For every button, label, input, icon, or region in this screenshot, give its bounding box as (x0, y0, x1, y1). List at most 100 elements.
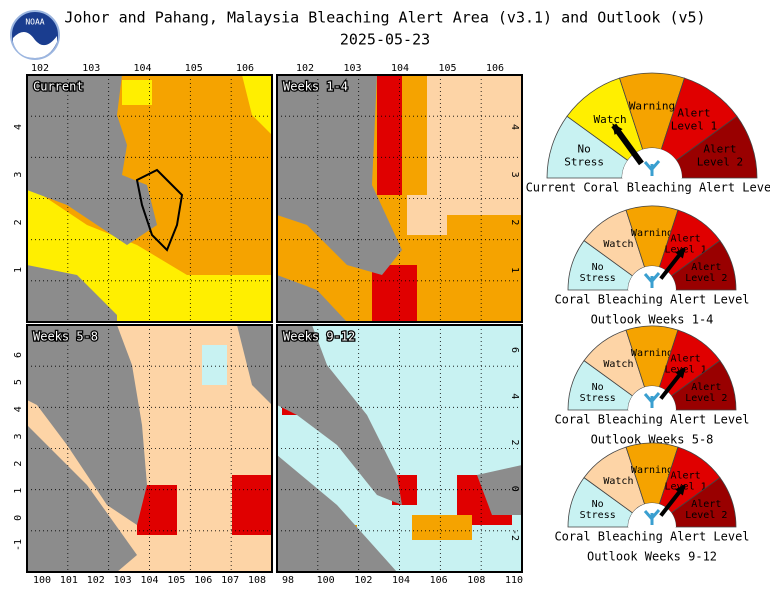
tick-label: -1 (13, 539, 24, 551)
tick-label: 6 (13, 352, 24, 358)
level-label: Stress (580, 393, 616, 404)
level-label: Stress (564, 155, 604, 168)
gauge-caption: Coral Bleaching Alert Level (554, 530, 749, 544)
tick-label: 2 (509, 219, 520, 225)
tick-label: 2 (509, 439, 520, 445)
tick-label: 3 (13, 172, 24, 178)
level-label: Warning (631, 465, 673, 476)
yellow-patch (122, 80, 152, 105)
tick-label: 100 (33, 575, 51, 586)
tick-label: 105 (185, 63, 203, 74)
tick-label: 4 (13, 406, 24, 412)
panel-label: Weeks 1-4 (283, 80, 348, 94)
warning-zone (412, 515, 472, 540)
tick-label: 104 (392, 575, 410, 586)
yellow-zone (242, 75, 272, 135)
level-label: Level 2 (685, 393, 727, 404)
tick-label: 108 (248, 575, 266, 586)
tick-label: 104 (133, 63, 151, 74)
tick-label: 104 (391, 63, 409, 74)
tick-label: 6 (509, 347, 520, 353)
map-content (27, 75, 272, 322)
tick-label: -2 (509, 529, 520, 541)
coral-icon (643, 392, 661, 408)
panel-label: Weeks 5-8 (33, 330, 98, 344)
level-label: Stress (580, 273, 616, 284)
level-label: Level 2 (697, 155, 743, 168)
tick-label: 4 (509, 393, 520, 399)
tick-label: 5 (13, 379, 24, 385)
light-zone (202, 345, 227, 385)
land (277, 455, 397, 572)
red-zone (377, 75, 402, 195)
outline (135, 168, 184, 252)
needle-head (612, 123, 623, 135)
tick-label: 2 (13, 219, 24, 225)
logo-text: NOAA (25, 18, 44, 27)
level-label: Alert (703, 142, 736, 155)
subtitle: 2025-05-23 (340, 31, 430, 49)
tick-label: 110 (505, 575, 523, 586)
level-label: Alert (671, 470, 701, 481)
level-label: Level 1 (671, 120, 717, 133)
tick-label: 106 (194, 575, 212, 586)
coral-icon (643, 272, 661, 288)
tick-label: 3 (509, 172, 520, 178)
map-content (277, 325, 522, 572)
land (27, 265, 117, 322)
level-label: Watch (603, 239, 633, 250)
tick-label: 4 (509, 124, 520, 130)
tick-label: 1 (509, 267, 520, 273)
tick-label: 106 (430, 575, 448, 586)
land (27, 325, 147, 525)
tick-label: 100 (317, 575, 335, 586)
level-label: Alert (671, 233, 701, 244)
tick-label: 101 (60, 575, 78, 586)
level-label: Warning (631, 228, 673, 239)
land (277, 275, 347, 322)
map-frame (26, 74, 273, 323)
level-label: Level 2 (685, 273, 727, 284)
tick-label: 106 (486, 63, 504, 74)
tick-label: 107 (221, 575, 239, 586)
level-label: Alert (691, 262, 721, 273)
level-label: Stress (580, 510, 616, 521)
tick-label: 103 (343, 63, 361, 74)
tick-label: 104 (140, 575, 158, 586)
level-label: No (592, 382, 604, 393)
level-label: No (592, 499, 604, 510)
map-frame (26, 324, 273, 573)
map-content (27, 325, 272, 572)
level-label: Level 2 (685, 510, 727, 521)
land (477, 465, 522, 515)
land (237, 325, 272, 405)
title: Johor and Pahang, Malaysia Bleaching Ale… (64, 9, 705, 27)
gauge-caption: Current Coral Bleaching Alert Level (526, 181, 770, 195)
peach-zone (407, 195, 447, 235)
tick-label: 108 (467, 575, 485, 586)
land (27, 75, 157, 245)
level-label: Alert (671, 353, 701, 364)
land (277, 75, 402, 275)
tick-label: 102 (87, 575, 105, 586)
tick-label: 102 (31, 63, 49, 74)
gauge-caption: Coral Bleaching Alert Level (554, 293, 749, 307)
level-label: Level 1 (664, 364, 706, 375)
peach-zone (427, 75, 522, 215)
gauge-caption: Outlook Weeks 1-4 (591, 313, 714, 327)
tick-label: 4 (13, 124, 24, 130)
tick-label: 102 (296, 63, 314, 74)
tick-label: 103 (82, 63, 100, 74)
level-label: Alert (691, 499, 721, 510)
needle-head (675, 367, 686, 379)
tick-label: 1 (13, 488, 24, 494)
red-zone (372, 265, 417, 322)
gauge-caption: Outlook Weeks 9-12 (587, 550, 717, 564)
map-content (277, 75, 522, 322)
tick-label: 105 (438, 63, 456, 74)
coral-icon (643, 509, 661, 525)
